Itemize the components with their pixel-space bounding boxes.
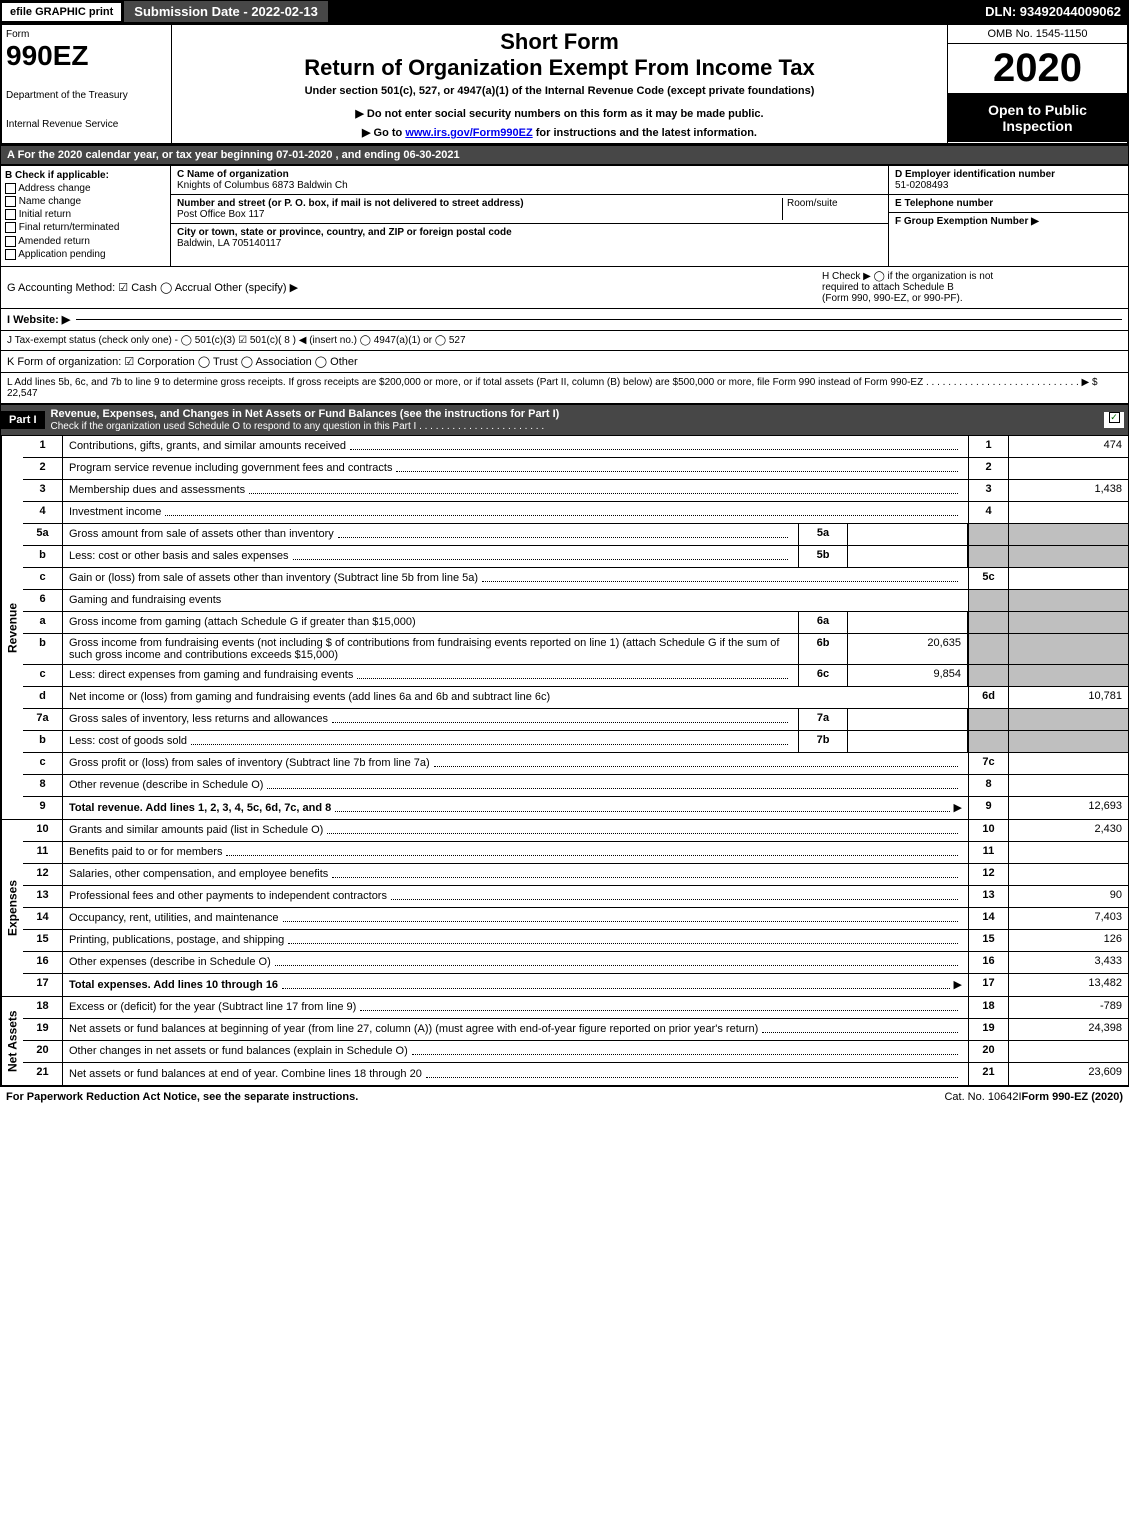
paperwork-notice: For Paperwork Reduction Act Notice, see …	[6, 1091, 944, 1103]
goto-post: for instructions and the latest informat…	[533, 127, 757, 139]
e-tel-lbl: E Telephone number	[895, 198, 993, 209]
val-21: 23,609	[1008, 1063, 1128, 1085]
org-city: Baldwin, LA 705140117	[177, 238, 281, 249]
goto-line: ▶ Go to www.irs.gov/Form990EZ for instru…	[176, 126, 943, 139]
row-l-gross: L Add lines 5b, 6c, and 7b to line 9 to …	[0, 373, 1129, 404]
val-14: 7,403	[1008, 908, 1128, 929]
f-grp-lbl: F Group Exemption Number ▶	[895, 216, 1039, 227]
part1-schedo-check[interactable]	[1104, 412, 1124, 428]
submission-date: Submission Date - 2022-02-13	[123, 0, 329, 23]
val-18: -789	[1008, 997, 1128, 1018]
tax-year: 2020	[948, 44, 1127, 94]
val-1: 474	[1008, 436, 1128, 457]
efile-header: efile GRAPHIC print Submission Date - 20…	[0, 0, 1129, 23]
side-netassets: Net Assets	[1, 997, 23, 1085]
page-footer: For Paperwork Reduction Act Notice, see …	[0, 1086, 1129, 1107]
form-ref: Form 990-EZ (2020)	[1022, 1091, 1123, 1103]
val-3: 1,438	[1008, 480, 1128, 501]
val-2	[1008, 458, 1128, 479]
val-20	[1008, 1041, 1128, 1062]
val-6d: 10,781	[1008, 687, 1128, 708]
website-field[interactable]	[76, 319, 1122, 320]
ein-value: 51-0208493	[895, 180, 948, 191]
chk-pending[interactable]: Application pending	[5, 249, 166, 260]
d-ein-lbl: D Employer identification number	[895, 169, 1055, 180]
val-6b: 20,635	[848, 634, 968, 664]
dept-irs: Internal Revenue Service	[6, 119, 167, 130]
val-9: 12,693	[1008, 797, 1128, 819]
goto-pre: ▶ Go to	[362, 127, 405, 139]
form-title: Return of Organization Exempt From Incom…	[176, 55, 943, 81]
col-c-org: C Name of organization Knights of Columb…	[171, 166, 888, 266]
form-meta-block: OMB No. 1545-1150 2020 Open to Public In…	[947, 25, 1127, 143]
c-name-lbl: C Name of organization	[177, 169, 289, 180]
val-17: 13,482	[1008, 974, 1128, 996]
c-name-row: C Name of organization Knights of Columb…	[171, 166, 888, 195]
val-15: 126	[1008, 930, 1128, 951]
g-accounting: G Accounting Method: ☑ Cash ◯ Accrual Ot…	[7, 281, 822, 294]
efile-print-label[interactable]: efile GRAPHIC print	[0, 1, 123, 23]
form-word: Form	[6, 29, 167, 40]
chk-final[interactable]: Final return/terminated	[5, 222, 166, 233]
chk-initial[interactable]: Initial return	[5, 209, 166, 220]
c-city-row: City or town, state or province, country…	[171, 224, 888, 252]
val-7c	[1008, 753, 1128, 774]
i-label: I Website: ▶	[7, 313, 70, 326]
dept-treasury: Department of the Treasury	[6, 90, 167, 101]
form-number: 990EZ	[6, 40, 167, 72]
side-revenue: Revenue	[1, 436, 23, 819]
form-header: Form 990EZ Department of the Treasury In…	[0, 23, 1129, 145]
col-def: D Employer identification number 51-0208…	[888, 166, 1128, 266]
cat-no: Cat. No. 10642I	[944, 1091, 1021, 1103]
val-13: 90	[1008, 886, 1128, 907]
d-ein-row: D Employer identification number 51-0208…	[889, 166, 1128, 195]
val-6c: 9,854	[848, 665, 968, 686]
row-gh: G Accounting Method: ☑ Cash ◯ Accrual Ot…	[0, 267, 1129, 309]
short-form-label: Short Form	[176, 29, 943, 55]
val-8	[1008, 775, 1128, 796]
val-11	[1008, 842, 1128, 863]
part1-label: Part I	[1, 411, 45, 429]
c-city-lbl: City or town, state or province, country…	[177, 227, 512, 238]
omb-number: OMB No. 1545-1150	[948, 25, 1127, 44]
revenue-table: Revenue 1Contributions, gifts, grants, a…	[0, 436, 1129, 820]
val-10: 2,430	[1008, 820, 1128, 841]
dln: DLN: 93492044009062	[977, 1, 1129, 22]
val-5c	[1008, 568, 1128, 589]
row-j-status: J Tax-exempt status (check only one) - ◯…	[0, 331, 1129, 351]
chk-address[interactable]: Address change	[5, 183, 166, 194]
part1-title: Revenue, Expenses, and Changes in Net As…	[45, 405, 1104, 435]
netassets-table: Net Assets 18Excess or (deficit) for the…	[0, 997, 1129, 1086]
val-4	[1008, 502, 1128, 523]
irs-link[interactable]: www.irs.gov/Form990EZ	[405, 127, 532, 139]
e-tel-row: E Telephone number	[889, 195, 1128, 213]
open-to-public: Open to Public Inspection	[948, 94, 1127, 142]
room-lbl: Room/suite	[787, 198, 838, 209]
org-name: Knights of Columbus 6873 Baldwin Ch	[177, 180, 348, 191]
h-schedule-b: H Check ▶ ◯ if the organization is not r…	[822, 271, 1122, 304]
chk-name[interactable]: Name change	[5, 196, 166, 207]
section-bcd: B Check if applicable: Address change Na…	[0, 165, 1129, 267]
ssn-warning: ▶ Do not enter social security numbers o…	[176, 107, 943, 120]
val-12	[1008, 864, 1128, 885]
row-i-website: I Website: ▶	[0, 309, 1129, 331]
side-expenses: Expenses	[1, 820, 23, 996]
row-k-orgform: K Form of organization: ☑ Corporation ◯ …	[0, 351, 1129, 373]
c-addr-lbl: Number and street (or P. O. box, if mail…	[177, 198, 524, 209]
val-19: 24,398	[1008, 1019, 1128, 1040]
form-title-block: Short Form Return of Organization Exempt…	[172, 25, 947, 143]
org-address: Post Office Box 117	[177, 209, 264, 220]
under-section: Under section 501(c), 527, or 4947(a)(1)…	[176, 85, 943, 97]
row-a-tax-year: A For the 2020 calendar year, or tax yea…	[0, 145, 1129, 165]
val-16: 3,433	[1008, 952, 1128, 973]
expenses-table: Expenses 10Grants and similar amounts pa…	[0, 820, 1129, 997]
form-id-block: Form 990EZ Department of the Treasury In…	[2, 25, 172, 143]
col-b-checkboxes: B Check if applicable: Address change Na…	[1, 166, 171, 266]
b-label: B Check if applicable:	[5, 170, 166, 181]
chk-amended[interactable]: Amended return	[5, 236, 166, 247]
part1-header: Part I Revenue, Expenses, and Changes in…	[0, 404, 1129, 436]
f-grp-row: F Group Exemption Number ▶	[889, 213, 1128, 230]
c-addr-row: Number and street (or P. O. box, if mail…	[171, 195, 888, 224]
